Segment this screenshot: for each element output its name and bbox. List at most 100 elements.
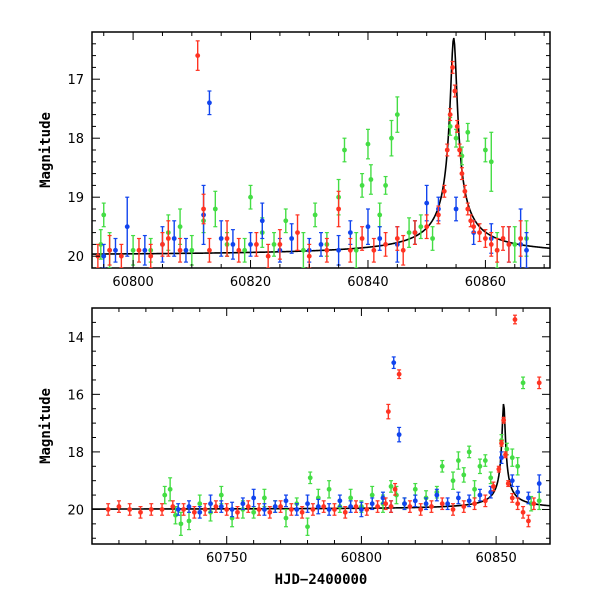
- data-point-red: [483, 229, 488, 248]
- x-tick-label: 60850: [475, 551, 516, 566]
- data-point-blue: [240, 497, 246, 511]
- data-point-blue: [348, 500, 354, 513]
- data-point-blue: [248, 232, 253, 257]
- data-point-red: [407, 500, 413, 513]
- data-point-green: [488, 131, 494, 192]
- panel-top: 60800 60820 60840 60860 17 18 19 20 Magnitude: [38, 31, 551, 290]
- data-point-green: [162, 485, 168, 505]
- data-point-red: [488, 232, 494, 257]
- data-point-red: [277, 229, 283, 260]
- data-point-green: [520, 376, 526, 390]
- data-point-red: [491, 481, 496, 492]
- data-point-green: [456, 451, 461, 470]
- data-point-red: [459, 167, 465, 181]
- data-point-green: [536, 491, 542, 511]
- data-point-red: [429, 500, 434, 513]
- panel-bottom: 60750 60800 60850 14 16 18 20 Magnitude HJD−24…: [38, 307, 551, 588]
- data-point-red: [254, 232, 259, 257]
- data-point-red: [201, 193, 206, 225]
- data-point-green: [389, 119, 394, 157]
- data-point-red: [424, 214, 430, 240]
- data-point-green: [388, 480, 394, 493]
- data-point-blue: [423, 497, 429, 511]
- data-point-red: [509, 493, 515, 503]
- data-point-green: [430, 226, 435, 251]
- ylabel-top: Magnitude: [38, 112, 54, 188]
- data-point-blue: [359, 501, 364, 518]
- x-tick-label: 60840: [347, 275, 388, 290]
- data-point-green: [300, 232, 306, 268]
- data-point-red: [436, 205, 441, 225]
- data-point-red: [138, 505, 143, 519]
- data-point-red: [170, 500, 176, 513]
- data-point-green: [461, 467, 467, 483]
- data-point-green: [305, 517, 310, 536]
- data-point-red: [336, 190, 342, 228]
- plot-frame-bottom: [91, 307, 551, 545]
- data-point-red: [359, 226, 365, 251]
- data-point-blue: [259, 202, 265, 240]
- data-point-blue: [369, 497, 375, 511]
- data-point-blue: [294, 503, 300, 516]
- data-point-blue: [336, 234, 342, 266]
- data-point-blue: [445, 497, 451, 511]
- data-point-red: [278, 500, 283, 513]
- data-point-red: [148, 503, 154, 516]
- data-point-red: [288, 503, 294, 516]
- data-point-blue: [377, 226, 383, 251]
- data-point-red: [388, 500, 394, 513]
- data-point-red: [396, 369, 402, 380]
- data-point-red: [236, 237, 242, 263]
- data-point-blue: [434, 488, 440, 502]
- data-point-blue: [251, 488, 257, 508]
- data-point-red: [213, 500, 219, 513]
- data-point-red: [265, 243, 271, 268]
- data-point-red: [503, 451, 508, 459]
- data-point-blue: [391, 356, 397, 370]
- data-point-red: [454, 119, 460, 133]
- data-point-blue: [207, 90, 212, 116]
- data-point-red: [256, 503, 262, 516]
- data-point-green: [98, 229, 104, 260]
- data-point-green: [450, 471, 456, 490]
- data-point-green: [178, 511, 184, 536]
- data-point-blue: [315, 498, 321, 515]
- data-point-green: [101, 202, 107, 228]
- data-point-red: [224, 220, 230, 257]
- axis-ticks-bottom: 60750 60800 60850 14 16 18 20: [67, 307, 551, 566]
- data-point-green: [482, 454, 488, 467]
- x-tick-label: 60800: [341, 551, 382, 566]
- data-point-red: [353, 500, 359, 513]
- data-point-blue: [524, 232, 529, 268]
- data-point-green: [248, 184, 253, 210]
- data-point-red: [324, 237, 330, 263]
- data-point-red: [383, 232, 388, 257]
- data-point-red: [501, 416, 507, 424]
- data-point-red: [499, 439, 504, 447]
- data-point-red: [105, 503, 111, 516]
- data-point-red: [520, 505, 526, 519]
- data-point-red: [441, 184, 447, 198]
- data-point-red: [321, 500, 327, 513]
- data-point-green: [271, 232, 277, 257]
- data-point-blue: [412, 494, 418, 508]
- data-point-red: [450, 60, 455, 74]
- data-point-red: [347, 237, 353, 263]
- data-point-blue: [305, 494, 310, 513]
- data-point-red: [500, 226, 506, 251]
- data-point-red: [118, 243, 124, 268]
- x-tick-label: 60750: [206, 551, 247, 566]
- data-point-blue: [262, 503, 267, 516]
- data-point-green: [515, 457, 521, 476]
- data-point-green: [283, 208, 289, 234]
- data-point-red: [471, 220, 477, 234]
- data-point-red: [202, 503, 208, 516]
- data-point-blue: [229, 501, 235, 518]
- data-point-red: [394, 226, 400, 251]
- plot-area: [92, 314, 550, 536]
- data-point-blue: [283, 494, 289, 508]
- data-point-red: [468, 214, 474, 228]
- data-point-red: [235, 505, 240, 519]
- data-point-green: [283, 508, 289, 528]
